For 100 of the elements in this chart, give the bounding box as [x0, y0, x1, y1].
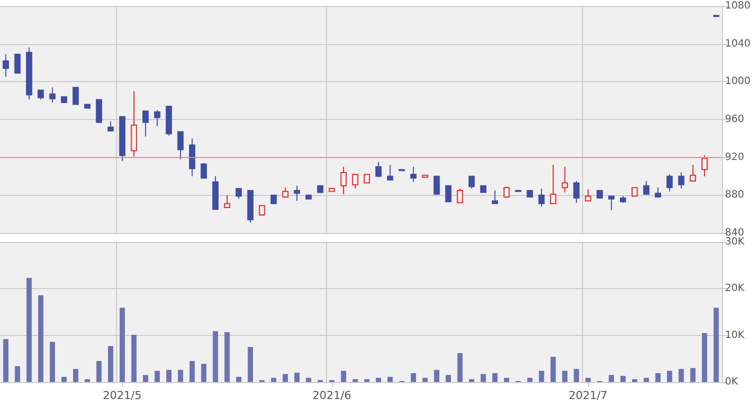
bar — [632, 379, 638, 382]
candlestick — [282, 187, 288, 198]
bar — [14, 366, 20, 382]
candlestick — [608, 196, 614, 211]
bar — [446, 375, 451, 382]
bar — [434, 370, 440, 382]
bar — [352, 379, 358, 382]
x-tick-label: 2021/7 — [568, 389, 608, 400]
candlestick — [96, 99, 102, 123]
bar — [142, 375, 148, 382]
candlestick — [678, 172, 684, 190]
y-tick-label: 10K — [725, 330, 745, 341]
bar — [271, 378, 276, 382]
candlestick — [154, 110, 160, 127]
candlestick — [538, 188, 545, 208]
candlestick — [562, 166, 568, 193]
candlestick — [434, 176, 440, 195]
bar — [84, 379, 90, 382]
bar — [201, 364, 206, 382]
candlestick — [410, 166, 417, 182]
candlestick — [456, 188, 464, 204]
candlestick — [573, 180, 580, 204]
y-tick-label: 840 — [725, 228, 744, 238]
candlestick — [492, 190, 498, 204]
bar — [248, 347, 253, 382]
bar — [166, 370, 172, 382]
bar — [190, 361, 195, 382]
bar — [480, 374, 486, 382]
bar — [120, 308, 125, 382]
candlestick — [72, 86, 79, 105]
bar — [61, 376, 67, 382]
y-tick-label: 0K — [725, 376, 738, 388]
bar — [38, 295, 44, 382]
bar — [608, 375, 614, 382]
bar — [73, 368, 78, 382]
candlestick — [352, 174, 358, 190]
candlestick — [445, 185, 452, 202]
candlestick — [666, 174, 673, 192]
candlestick — [224, 194, 230, 208]
bar — [690, 368, 696, 382]
bar — [644, 378, 649, 382]
candlestick — [200, 162, 207, 179]
candlestick — [38, 90, 44, 100]
candlestick — [386, 164, 394, 181]
candlestick — [701, 154, 708, 177]
y-tick-label: 1040 — [725, 38, 750, 50]
bar — [666, 370, 672, 382]
bar — [26, 278, 32, 382]
y-tick-label: 880 — [725, 190, 744, 201]
bar — [550, 356, 556, 382]
candlestick — [690, 164, 696, 182]
bar — [3, 339, 8, 382]
y-tick-label: 1080 — [725, 0, 750, 12]
bar — [678, 368, 684, 382]
x-tick-label: 2021/5 — [102, 389, 142, 400]
bar — [655, 373, 661, 382]
candlestick — [584, 188, 592, 202]
bar — [714, 308, 719, 382]
candlestick — [236, 188, 242, 200]
candlestick — [49, 86, 56, 103]
y-tick-label: 920 — [725, 152, 744, 163]
candlestick — [375, 162, 382, 178]
candlestick — [503, 186, 510, 198]
candlestick — [14, 54, 21, 74]
candlestick — [340, 166, 347, 195]
candlestick — [643, 180, 650, 195]
bar — [457, 353, 463, 382]
bar — [96, 361, 102, 382]
bar — [131, 334, 137, 382]
bar — [50, 342, 56, 382]
bar — [387, 376, 393, 382]
bar — [154, 370, 160, 382]
bar — [306, 378, 312, 382]
bar — [527, 378, 532, 382]
bar — [562, 370, 568, 382]
y-tick-label: 1000 — [725, 76, 750, 88]
bar — [620, 376, 626, 382]
candlestick — [468, 176, 475, 190]
bar — [702, 333, 708, 382]
y-tick-label: 30K — [725, 236, 745, 248]
candlestick — [189, 138, 196, 177]
bar — [282, 374, 288, 382]
bar — [108, 346, 114, 382]
x-tick-label: 2021/6 — [312, 389, 352, 400]
bar — [469, 379, 474, 382]
y-tick-label: 960 — [725, 114, 744, 125]
candlestick — [142, 110, 149, 138]
bar — [178, 370, 184, 382]
bar — [212, 331, 218, 382]
candlestick — [108, 120, 114, 132]
candlestick — [294, 185, 300, 202]
candlestick — [654, 187, 662, 198]
candlestick — [177, 131, 184, 160]
bar — [340, 370, 346, 382]
candlestick — [258, 205, 266, 216]
bar — [585, 378, 591, 382]
bar — [492, 373, 498, 382]
candlestick — [2, 54, 9, 78]
bar — [422, 378, 428, 382]
y-tick-label: 20K — [725, 283, 745, 294]
